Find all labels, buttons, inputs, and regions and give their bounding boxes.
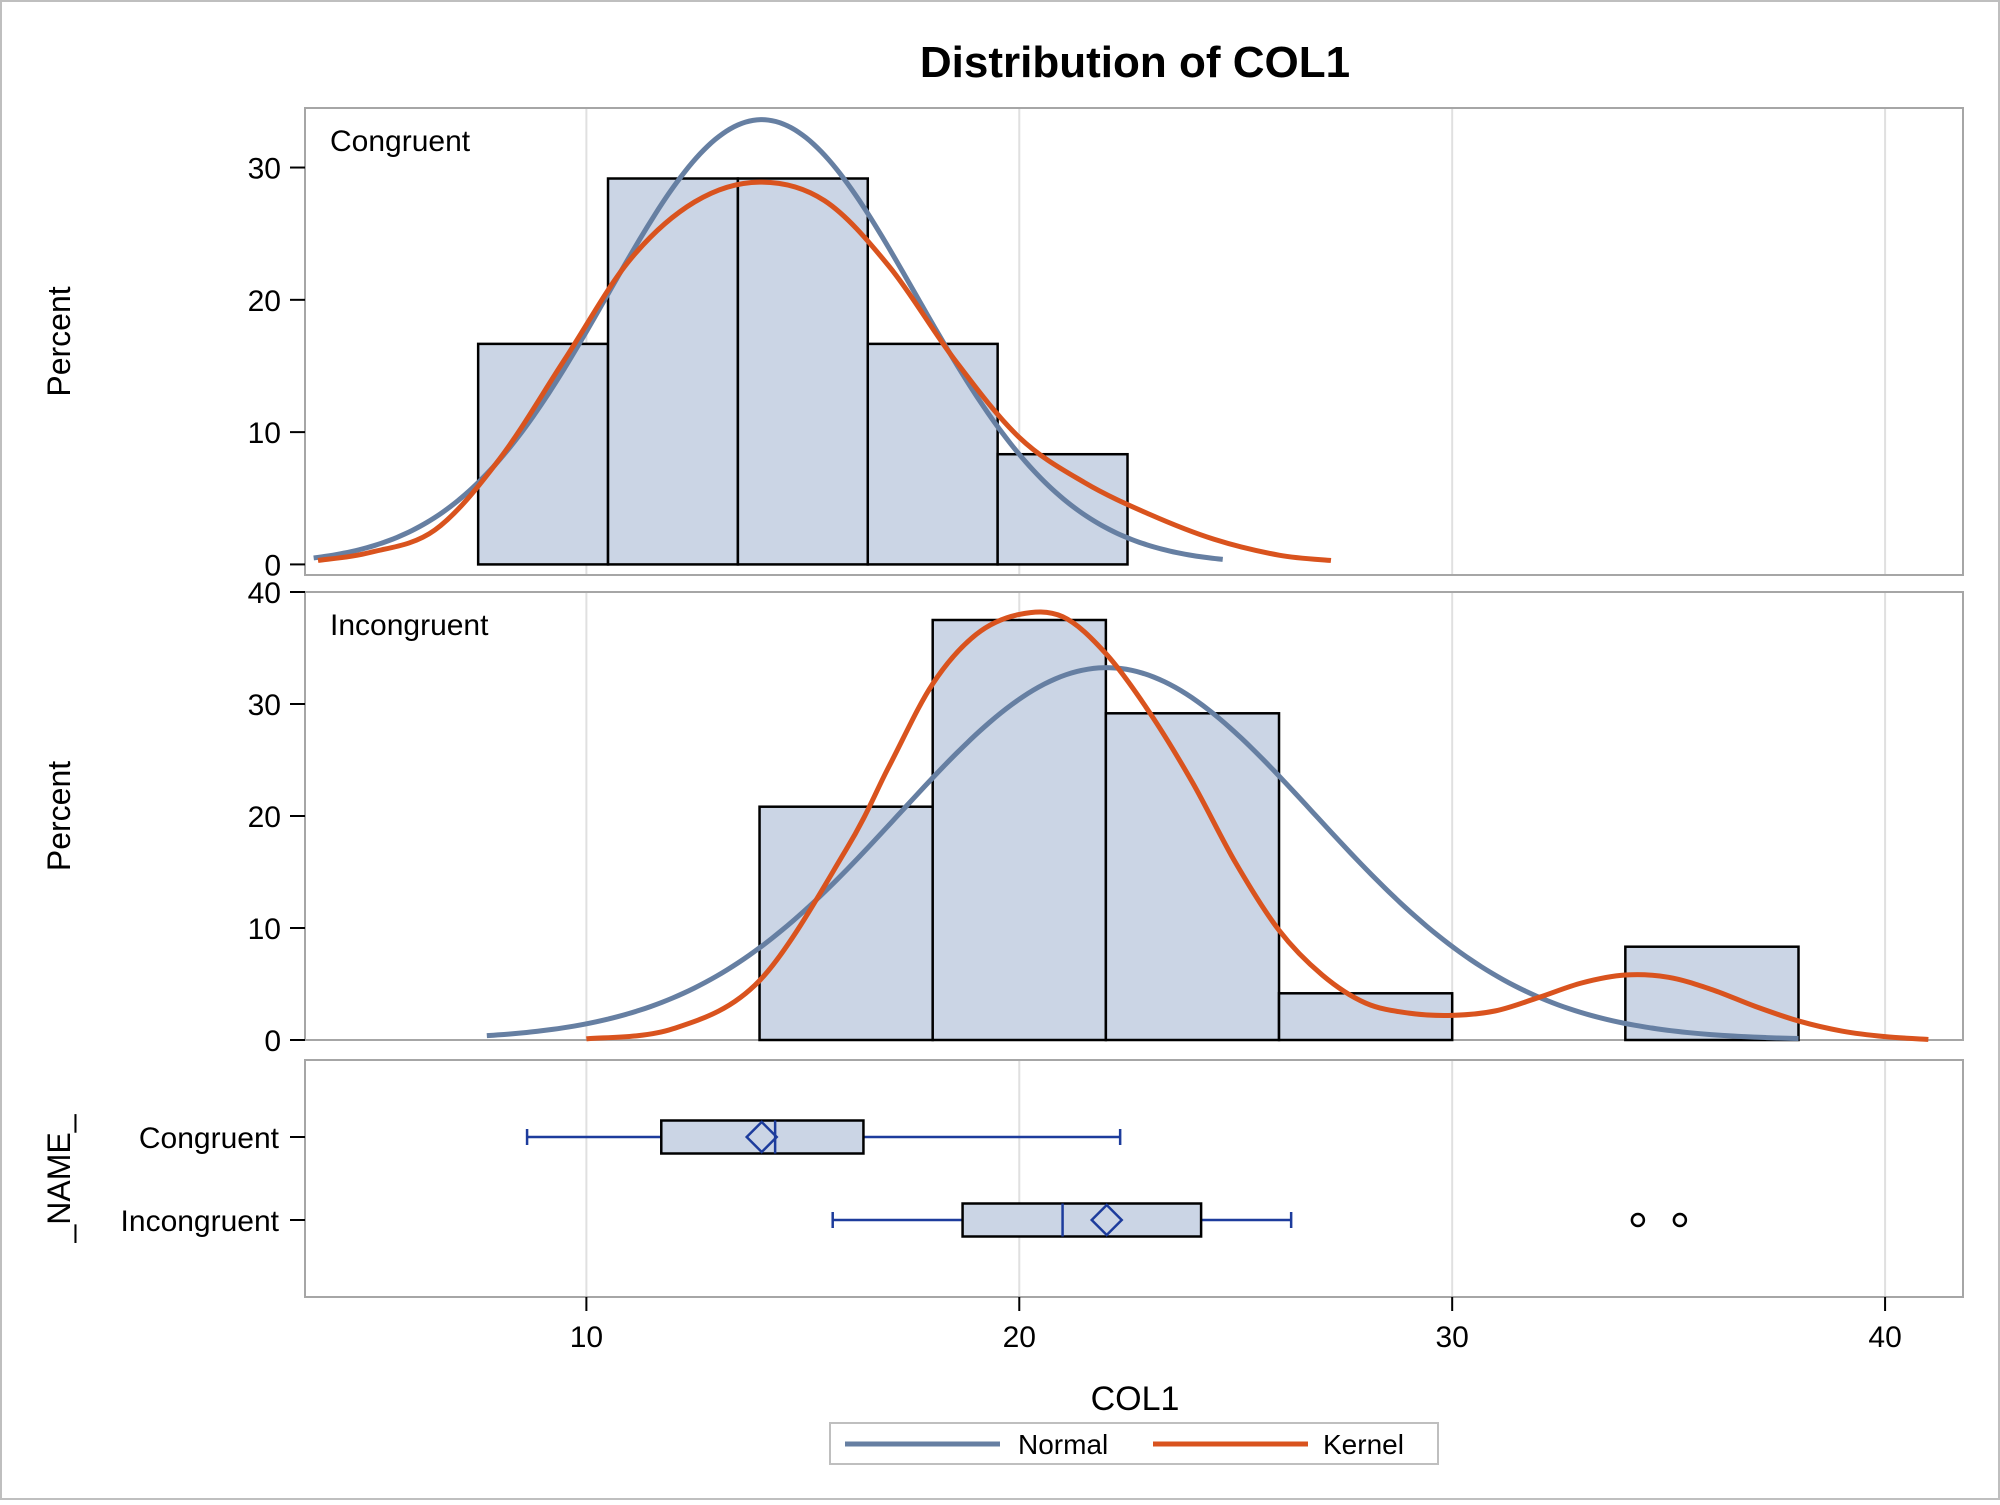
panels-layer: 0 10 20 30 Percent Congruent 0 10 20 30 40 Percent I… <box>41 107 1964 1354</box>
y-tick-label-incongruent: 40 <box>248 577 281 610</box>
kernel-curve-incongruent <box>586 609 1929 1042</box>
y-tick-label-incongruent: 20 <box>248 801 281 834</box>
y-tick-label-congruent: 10 <box>248 417 281 450</box>
kernel-curve-congruent <box>317 179 1332 563</box>
y-axis-label-incongruent: Percent <box>41 761 77 871</box>
box-outlier-incongruent <box>1672 1212 1688 1228</box>
y-tick-label-incongruent: 30 <box>248 689 281 722</box>
histogram-bar-congruent <box>736 177 870 566</box>
y-tick-label-congruent: 0 <box>264 549 281 582</box>
box-outlier-incongruent <box>1630 1212 1646 1228</box>
y-tick-label-congruent: 20 <box>248 285 281 318</box>
normal-curve-congruent <box>313 117 1223 562</box>
box-mean-marker-incongruent <box>1089 1203 1124 1237</box>
histogram-bar-congruent <box>866 342 999 566</box>
histogram-bar-congruent <box>996 452 1129 566</box>
legend-kernel-label: Kernel <box>1323 1429 1404 1460</box>
legend: Normal Kernel <box>829 1422 1439 1465</box>
panel-label-congruent: Congruent <box>330 125 471 158</box>
box-category-label-incongruent: Incongruent <box>121 1205 280 1238</box>
x-axis-label: COL1 <box>1091 1380 1180 1418</box>
x-tick-label: 20 <box>1003 1321 1036 1354</box>
histogram-bar-incongruent <box>1104 712 1281 1042</box>
panel-frame-boxplot <box>304 1059 1964 1298</box>
x-tick-label: 10 <box>570 1321 603 1354</box>
y-tick-label-incongruent: 10 <box>248 913 281 946</box>
histogram-bar-incongruent <box>931 618 1108 1042</box>
box-iqr-congruent <box>660 1119 865 1155</box>
panel-frame-congruent <box>304 107 1964 576</box>
y-axis-label-boxplot: _NAME_ <box>41 1113 77 1243</box>
box-category-label-congruent: Congruent <box>139 1122 280 1155</box>
box-iqr-incongruent <box>961 1202 1203 1238</box>
x-tick-label: 30 <box>1435 1321 1468 1354</box>
panel-label-incongruent: Incongruent <box>330 609 489 642</box>
histogram-bar-incongruent <box>758 805 934 1042</box>
x-tick-label: 40 <box>1868 1321 1901 1354</box>
histogram-bar-congruent <box>476 342 610 566</box>
y-axis-label-congruent: Percent <box>41 286 77 396</box>
y-tick-label-incongruent: 0 <box>264 1025 281 1058</box>
histogram-bar-incongruent <box>1624 945 1800 1042</box>
normal-curve-incongruent <box>486 665 1799 1042</box>
box-mean-marker-congruent <box>744 1120 779 1154</box>
chart-title: Distribution of COL1 <box>920 38 1350 87</box>
y-tick-label-congruent: 30 <box>248 153 281 186</box>
histogram-bar-congruent <box>606 177 740 566</box>
legend-normal-label: Normal <box>1018 1429 1108 1460</box>
